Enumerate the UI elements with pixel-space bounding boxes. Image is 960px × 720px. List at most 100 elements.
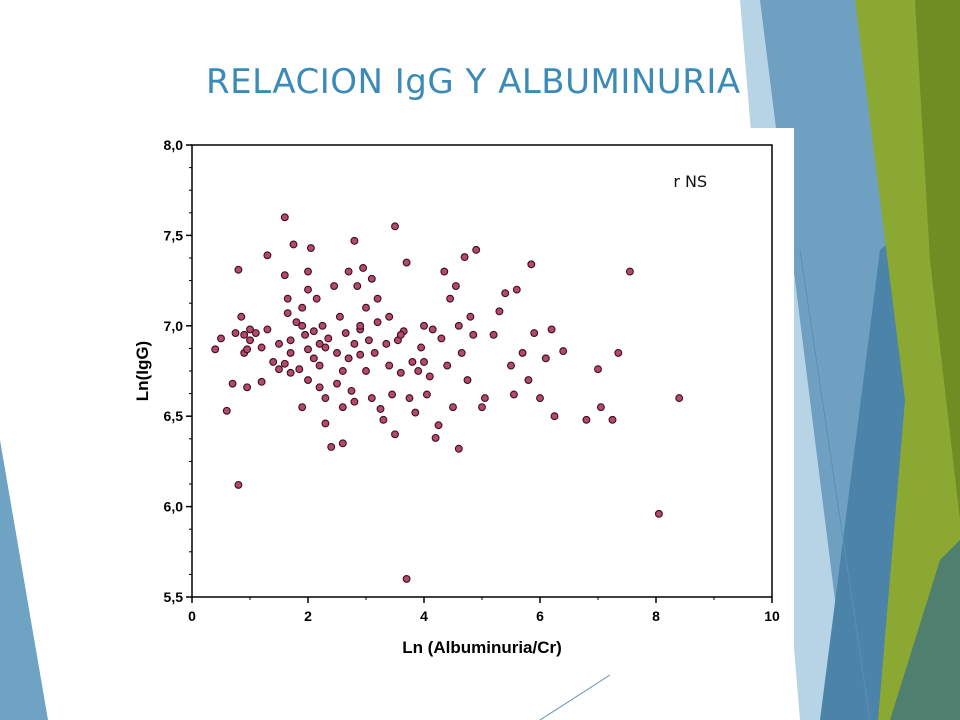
data-point — [385, 361, 394, 370]
y-tick-label: 6,5 — [164, 408, 184, 424]
data-point — [582, 415, 591, 424]
data-point — [367, 274, 376, 283]
data-point — [509, 390, 518, 399]
data-point — [295, 365, 304, 374]
data-point — [246, 336, 254, 345]
data-point — [489, 330, 498, 339]
data-point — [391, 222, 399, 231]
data-point — [286, 368, 295, 377]
data-point — [338, 403, 347, 412]
data-point — [234, 480, 243, 489]
data-point — [315, 361, 324, 370]
deco-line-1 — [799, 249, 871, 720]
data-point — [234, 265, 243, 274]
x-tick-label: 10 — [764, 608, 780, 624]
right-dark-green-panel — [915, 0, 960, 520]
data-point — [309, 327, 318, 336]
data-point — [359, 263, 368, 272]
x-tick-label: 4 — [420, 608, 428, 624]
plot-frame — [191, 144, 773, 598]
data-point — [391, 430, 399, 439]
data-point — [425, 372, 434, 381]
data-point — [594, 365, 602, 374]
data-point — [286, 348, 295, 357]
data-point — [536, 394, 544, 403]
data-point — [257, 343, 266, 352]
data-point — [304, 376, 312, 384]
data-point — [373, 318, 382, 327]
data-point — [263, 251, 272, 260]
data-point — [263, 325, 272, 334]
data-point — [280, 213, 289, 222]
data-point — [373, 294, 382, 303]
data-point — [454, 444, 463, 453]
data-point — [350, 397, 359, 406]
data-point — [283, 309, 292, 318]
data-point — [301, 330, 310, 339]
data-point — [318, 321, 327, 330]
data-point — [414, 367, 423, 375]
data-point — [431, 433, 440, 442]
data-point — [446, 294, 455, 303]
data-point — [480, 394, 489, 403]
data-points — [211, 213, 684, 583]
data-point — [243, 383, 252, 392]
data-point — [654, 509, 663, 518]
y-tick-label: 6,0 — [164, 499, 184, 515]
data-point — [376, 405, 385, 413]
data-point — [385, 312, 394, 321]
data-point — [478, 403, 486, 412]
data-point — [362, 303, 370, 312]
data-point — [417, 343, 426, 352]
data-point — [306, 244, 315, 253]
data-point — [382, 339, 391, 348]
data-point — [370, 348, 379, 357]
data-point — [304, 345, 312, 354]
data-point — [211, 345, 220, 354]
data-point — [466, 312, 475, 321]
data-point — [469, 330, 478, 339]
data-point — [437, 334, 446, 343]
data-point — [501, 289, 510, 298]
deco-line-2 — [539, 674, 611, 720]
data-point — [675, 394, 684, 403]
data-point — [420, 358, 428, 366]
data-point — [518, 348, 527, 357]
data-point — [449, 403, 457, 412]
data-point — [411, 408, 420, 417]
data-point — [379, 415, 388, 424]
data-point — [460, 253, 469, 262]
correlation-annotation: r NS — [673, 172, 707, 191]
data-point — [246, 325, 254, 334]
data-point — [321, 394, 330, 403]
y-tick-label: 8,0 — [164, 137, 184, 153]
data-point — [222, 406, 231, 415]
data-point — [304, 285, 312, 294]
data-point — [405, 394, 414, 403]
data-point — [608, 415, 617, 424]
data-point — [472, 245, 481, 254]
data-point — [451, 282, 460, 290]
data-point — [457, 348, 466, 357]
data-point — [330, 282, 339, 290]
data-point — [315, 339, 324, 348]
data-point — [512, 285, 521, 294]
y-tick-label: 7,5 — [164, 227, 184, 243]
data-point — [402, 574, 411, 583]
data-point — [283, 294, 292, 303]
data-point — [527, 260, 536, 269]
data-point — [422, 390, 431, 399]
data-point — [550, 412, 559, 421]
data-point — [547, 325, 556, 334]
x-axis: 0 2 4 6 8 10 — [188, 597, 780, 624]
data-point — [269, 358, 278, 366]
data-point — [298, 403, 307, 412]
left-blue-triangle — [0, 440, 48, 720]
data-point — [309, 354, 318, 363]
data-point — [350, 236, 359, 245]
data-point — [327, 442, 336, 451]
x-tick-label: 0 — [188, 608, 196, 624]
slide-title: RELACION IgG Y ALBUMINURIA — [206, 62, 741, 102]
chart-panel: 5,5 6,0 6,5 7,0 7,5 8,0 0 2 4 6 8 10 Ln (Albuminur… — [122, 128, 794, 673]
